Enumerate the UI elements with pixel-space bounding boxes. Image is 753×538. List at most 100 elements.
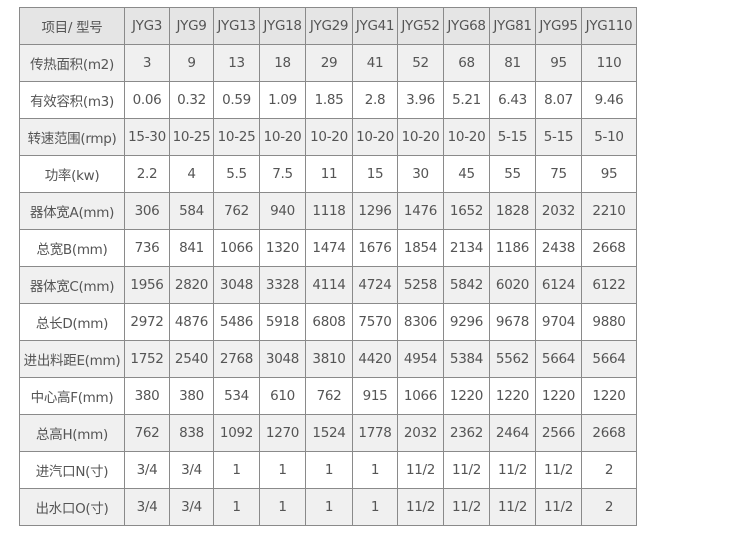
table-cell: 7.5 bbox=[259, 155, 306, 193]
table-cell: 41 bbox=[352, 44, 398, 82]
table-cell: 15 bbox=[352, 155, 398, 193]
row-label: 总高H(mm) bbox=[19, 414, 125, 452]
table-cell: 2032 bbox=[535, 192, 582, 230]
table-row: 总宽B(mm) 736 841 1066 1320 1474 1676 1854 2134 118… bbox=[19, 229, 637, 267]
table-cell: 10-20 bbox=[305, 118, 353, 156]
table-cell: 6020 bbox=[489, 266, 536, 304]
table-cell: 1220 bbox=[581, 377, 637, 415]
table-cell: 5258 bbox=[397, 266, 444, 304]
table-cell: 10-20 bbox=[443, 118, 490, 156]
table-cell: 5.5 bbox=[213, 155, 260, 193]
header-model: JYG29 bbox=[305, 7, 353, 45]
table-cell: 1 bbox=[259, 488, 306, 526]
header-model: JYG9 bbox=[169, 7, 214, 45]
table-cell: 2540 bbox=[169, 340, 214, 378]
table-cell: 9 bbox=[169, 44, 214, 82]
table-cell: 5486 bbox=[213, 303, 260, 341]
table-cell: 75 bbox=[535, 155, 582, 193]
table-cell: 5842 bbox=[443, 266, 490, 304]
table-cell: 10-25 bbox=[169, 118, 214, 156]
table-cell: 2.2 bbox=[124, 155, 170, 193]
table-cell: 10-20 bbox=[259, 118, 306, 156]
table-cell: 68 bbox=[443, 44, 490, 82]
table-cell: 5918 bbox=[259, 303, 306, 341]
table-cell: 11/2 bbox=[397, 451, 444, 489]
table-cell: 1854 bbox=[397, 229, 444, 267]
table-cell: 10-20 bbox=[397, 118, 444, 156]
header-model: JYG68 bbox=[443, 7, 490, 45]
table-row: 器体宽A(mm) 306 584 762 940 1118 1296 1476 1652 1828… bbox=[19, 192, 637, 230]
row-label: 进汽口N(寸) bbox=[19, 451, 125, 489]
table-cell: 2134 bbox=[443, 229, 490, 267]
table-cell: 1 bbox=[259, 451, 306, 489]
table-cell: 9704 bbox=[535, 303, 582, 341]
table-row: 中心高F(mm) 380 380 534 610 762 915 1066 1220 1220 12… bbox=[19, 377, 637, 415]
table-cell: 2972 bbox=[124, 303, 170, 341]
table-cell: 18 bbox=[259, 44, 306, 82]
table-cell: 3048 bbox=[213, 266, 260, 304]
table-cell: 841 bbox=[169, 229, 214, 267]
table-cell: 3048 bbox=[259, 340, 306, 378]
table-cell: 52 bbox=[397, 44, 444, 82]
table-cell: 2.8 bbox=[352, 81, 398, 119]
table-cell: 3.96 bbox=[397, 81, 444, 119]
table-row: 进汽口N(寸) 3/4 3/4 1 1 1 1 11/2 11/2 11/2 11/2 2 bbox=[19, 451, 637, 489]
table-cell: 2768 bbox=[213, 340, 260, 378]
row-label: 有效容积(m3) bbox=[19, 81, 125, 119]
table-cell: 9678 bbox=[489, 303, 536, 341]
table-cell: 5562 bbox=[489, 340, 536, 378]
table-cell: 30 bbox=[397, 155, 444, 193]
table-cell: 6124 bbox=[535, 266, 582, 304]
row-label: 出水口O(寸) bbox=[19, 488, 125, 526]
table-cell: 534 bbox=[213, 377, 260, 415]
table-cell: 1.85 bbox=[305, 81, 353, 119]
table-cell: 95 bbox=[535, 44, 582, 82]
table-row: 传热面积(m2) 3 9 13 18 29 41 52 68 81 95 110 bbox=[19, 44, 637, 82]
header-model: JYG52 bbox=[397, 7, 444, 45]
table-cell: 1 bbox=[305, 488, 353, 526]
table-cell: 11/2 bbox=[397, 488, 444, 526]
table-cell: 1956 bbox=[124, 266, 170, 304]
table-row: 出水口O(寸) 3/4 3/4 1 1 1 1 11/2 11/2 11/2 11/2 2 bbox=[19, 488, 637, 526]
header-model: JYG13 bbox=[213, 7, 260, 45]
table-cell: 2 bbox=[581, 451, 637, 489]
row-label: 中心高F(mm) bbox=[19, 377, 125, 415]
table-cell: 9.46 bbox=[581, 81, 637, 119]
table-cell: 838 bbox=[169, 414, 214, 452]
table-cell: 11/2 bbox=[535, 451, 582, 489]
table-cell: 6808 bbox=[305, 303, 353, 341]
table-cell: 3328 bbox=[259, 266, 306, 304]
table-cell: 3810 bbox=[305, 340, 353, 378]
table-cell: 11/2 bbox=[443, 451, 490, 489]
table-cell: 610 bbox=[259, 377, 306, 415]
table-cell: 1220 bbox=[489, 377, 536, 415]
table-row: 总高H(mm) 762 838 1092 1270 1524 1778 2032 2362 246… bbox=[19, 414, 637, 452]
table-cell: 3/4 bbox=[124, 451, 170, 489]
table-cell: 9296 bbox=[443, 303, 490, 341]
table-cell: 2820 bbox=[169, 266, 214, 304]
table-cell: 4420 bbox=[352, 340, 398, 378]
row-label: 器体宽C(mm) bbox=[19, 266, 125, 304]
table-cell: 1 bbox=[305, 451, 353, 489]
table-cell: 1 bbox=[213, 451, 260, 489]
table-cell: 8.07 bbox=[535, 81, 582, 119]
table-cell: 5384 bbox=[443, 340, 490, 378]
table-cell: 306 bbox=[124, 192, 170, 230]
table-cell: 81 bbox=[489, 44, 536, 82]
table-cell: 1 bbox=[352, 451, 398, 489]
table-cell: 9880 bbox=[581, 303, 637, 341]
table-cell: 380 bbox=[169, 377, 214, 415]
table-cell: 13 bbox=[213, 44, 260, 82]
table-cell: 2438 bbox=[535, 229, 582, 267]
table-cell: 5664 bbox=[581, 340, 637, 378]
table-cell: 1 bbox=[213, 488, 260, 526]
table-cell: 2210 bbox=[581, 192, 637, 230]
table-cell: 5664 bbox=[535, 340, 582, 378]
table-row: 总长D(mm) 2972 4876 5486 5918 6808 7570 8306 9296 9… bbox=[19, 303, 637, 341]
table-cell: 45 bbox=[443, 155, 490, 193]
table-cell: 1474 bbox=[305, 229, 353, 267]
table-cell: 940 bbox=[259, 192, 306, 230]
table-cell: 736 bbox=[124, 229, 170, 267]
table-cell: 380 bbox=[124, 377, 170, 415]
table-cell: 2362 bbox=[443, 414, 490, 452]
